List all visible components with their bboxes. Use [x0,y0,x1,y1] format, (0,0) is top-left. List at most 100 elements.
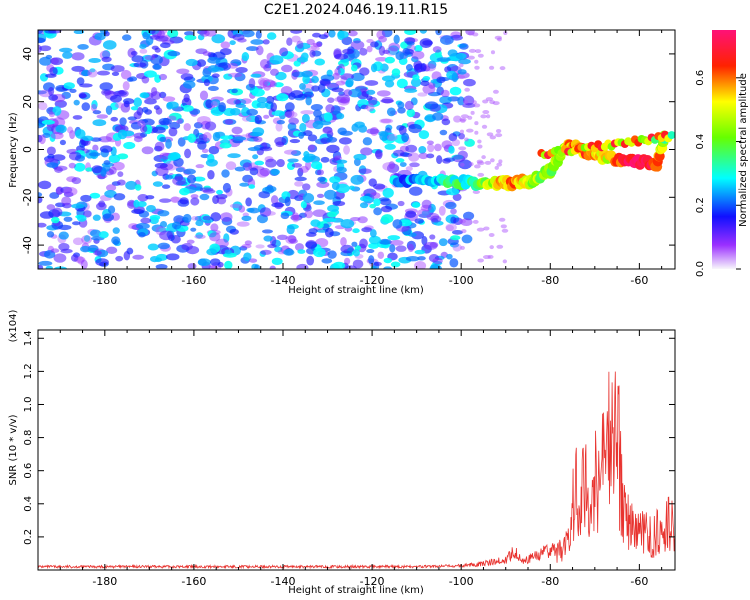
noise-cell [194,234,206,240]
noise-cell [418,146,427,154]
noise-cell [71,65,85,72]
colorbar-tick-label: 0.2 [695,197,706,213]
noise-cell [137,120,146,127]
noise-cell [353,153,367,161]
noise-cell [467,55,475,60]
x-tick-label: -120 [360,274,385,287]
noise-cell [209,258,221,266]
noise-cell [137,201,147,208]
noise-cell [397,101,405,109]
noise-cell [202,215,212,221]
noise-cell [141,106,149,113]
noise-cell [41,119,55,125]
noise-cell [483,226,490,231]
noise-cell [252,154,259,160]
noise-cell [384,56,395,64]
colorbar-axes: 0.0 0.2 0.4 0.6 [695,70,741,277]
noise-cell [284,102,295,112]
noise-cell [253,136,263,143]
colorbar-gradient [712,30,736,269]
noise-cell [377,251,385,259]
y-tick-label: -40 [21,236,34,254]
noise-cell [489,135,497,140]
noise-cell [229,107,241,116]
noise-cell [170,196,180,203]
noise-cell [302,156,314,162]
noise-cell [141,146,154,155]
noise-cell [244,240,252,246]
colorbar-tick-label: 0.0 [695,261,706,277]
noise-cell [122,81,130,91]
noise-cell [152,181,163,187]
noise-cell [53,253,67,263]
noise-cell [159,230,174,241]
noise-cell [273,82,284,88]
noise-cell [411,50,425,60]
noise-cell [108,166,117,175]
noise-cell [126,247,134,255]
noise-cell [312,42,322,48]
noise-cell [73,99,80,106]
noise-cell [167,30,179,39]
noise-cell [369,108,376,114]
noise-cell [202,51,212,56]
noise-cell [327,97,335,103]
noise-cell [276,119,285,125]
noise-cell [69,130,76,140]
noise-cell [316,193,325,198]
noise-cell [96,114,109,119]
noise-cell [350,40,365,50]
noise-cell [155,264,168,269]
noise-cell [144,55,156,61]
noise-cell [144,98,157,105]
noise-cell [495,133,503,138]
noise-cell [297,167,304,177]
noise-cell [193,122,203,129]
noise-cell [176,118,183,124]
noise-cell [223,73,233,80]
noise-cell [79,93,87,99]
noise-cell [452,154,466,163]
noise-cell [235,103,247,109]
noise-cell [211,73,220,78]
noise-cell [380,205,393,213]
noise-cell [393,149,405,157]
noise-cell [499,66,506,71]
noise-cell [297,249,306,254]
colorbar-tick-label: 0.4 [695,134,706,150]
noise-cell [311,75,319,84]
noise-cell [231,126,243,135]
noise-cell [378,35,387,43]
noise-cell [71,177,82,185]
noise-cell [123,141,136,150]
noise-cell [368,235,381,245]
noise-cell [104,190,117,198]
spectrogram-panel: -180 -160 -140 -120 -100 -80 -60 -40 -20 0 20 40 He… [8,29,676,296]
noise-cell [348,185,355,190]
noise-cell [313,248,326,258]
noise-cell [408,123,422,134]
noise-cell [359,195,372,202]
noise-cell [340,244,354,254]
noise-cell [308,228,318,234]
noise-cell [160,42,171,49]
noise-cell [159,152,171,160]
noise-cell [187,263,197,269]
noise-cell [85,167,94,172]
noise-cell [79,83,93,88]
noise-cell [190,227,197,232]
noise-cell [300,201,307,209]
noise-cell [74,129,86,139]
noise-cell [241,30,255,38]
noise-cell [246,207,255,213]
noise-cell [408,152,420,162]
noise-cell [219,142,232,149]
noise-cell [357,216,368,224]
noise-cell [167,152,178,161]
x-tick-label: -160 [181,274,206,287]
noise-cell [427,143,435,153]
noise-cell [284,111,298,119]
noise-cell [51,216,60,224]
noise-cell [449,258,459,268]
noise-cell [149,35,161,40]
